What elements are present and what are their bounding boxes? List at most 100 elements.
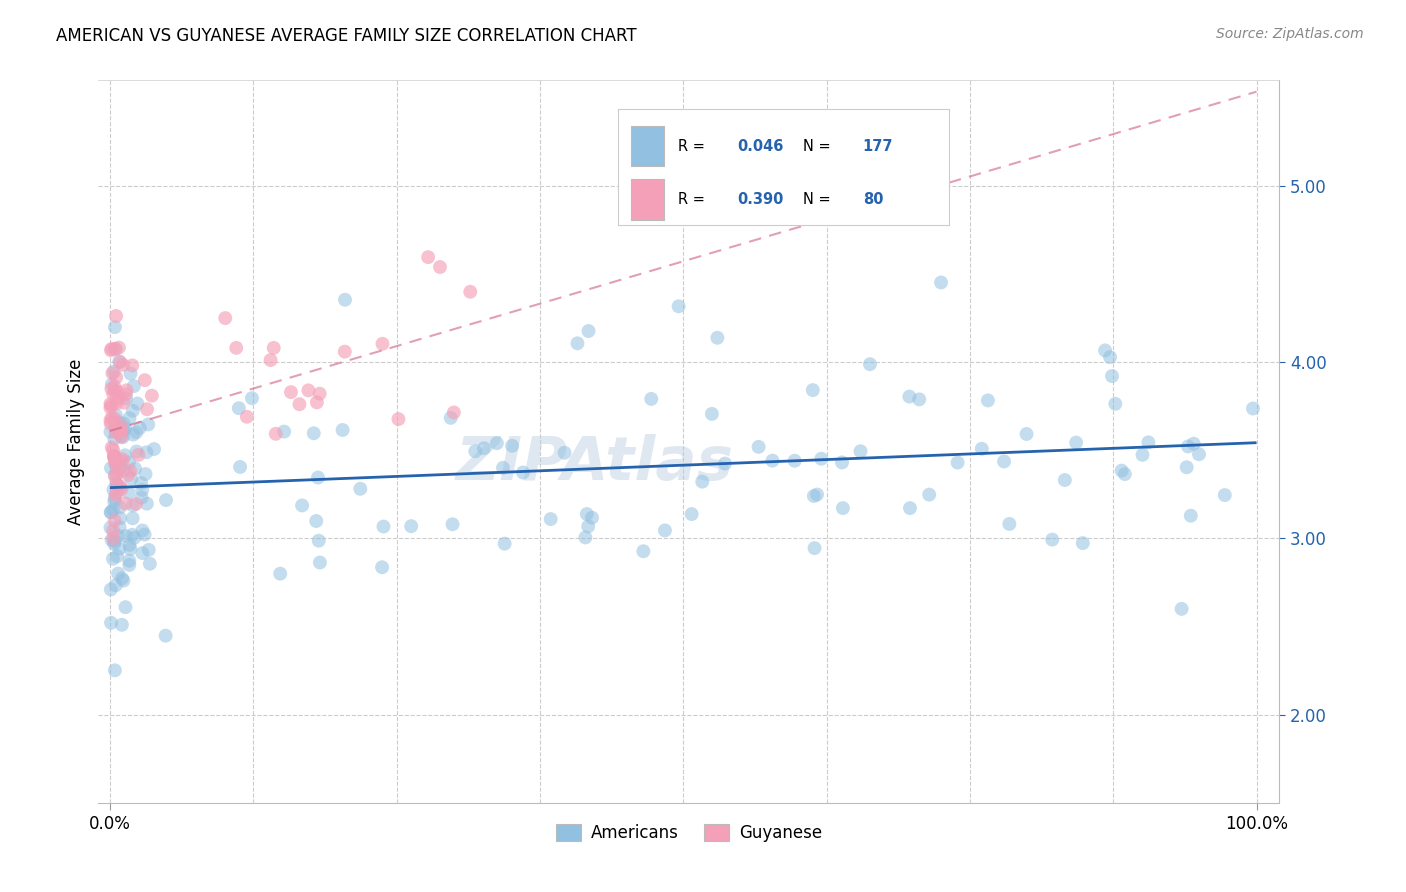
Point <box>118 411 141 425</box>
Point <box>104 469 127 483</box>
Point <box>104 663 127 677</box>
Point <box>1053 473 1076 487</box>
Y-axis label: Average Family Size: Average Family Size <box>66 359 84 524</box>
Point <box>101 551 124 566</box>
Point <box>1137 435 1160 450</box>
Point <box>111 423 134 437</box>
Point <box>101 377 124 392</box>
Point <box>124 531 146 545</box>
Point <box>269 566 291 581</box>
Point <box>104 342 127 356</box>
Point <box>110 480 132 494</box>
Point <box>103 537 125 551</box>
Point <box>103 449 125 463</box>
Point <box>101 442 124 457</box>
Point <box>898 390 921 404</box>
Point <box>110 430 132 444</box>
Point <box>101 502 124 516</box>
Point <box>100 582 122 597</box>
Point <box>578 324 600 338</box>
Point <box>100 343 122 358</box>
Point <box>136 417 159 432</box>
Point <box>783 454 806 468</box>
Point <box>104 419 127 434</box>
Point <box>103 449 125 463</box>
Point <box>803 541 825 555</box>
Point <box>112 574 135 588</box>
Point <box>135 497 157 511</box>
Point <box>581 510 603 524</box>
Point <box>107 424 129 438</box>
Point <box>110 482 132 496</box>
Point <box>849 444 872 458</box>
Point <box>831 455 853 469</box>
Point <box>105 477 128 491</box>
Point <box>308 386 330 401</box>
Point <box>100 342 122 356</box>
Point <box>107 467 129 482</box>
Point <box>100 441 122 455</box>
Point <box>898 501 921 516</box>
Point <box>100 533 122 547</box>
Point <box>458 285 481 299</box>
Point <box>108 341 131 355</box>
Point <box>100 425 122 439</box>
Point <box>118 485 141 500</box>
Point <box>1111 464 1133 478</box>
Point <box>128 421 150 435</box>
Point <box>112 417 135 431</box>
Point <box>714 457 737 471</box>
Point <box>1064 435 1087 450</box>
Point <box>121 499 143 513</box>
Point <box>801 383 824 397</box>
Point <box>305 395 328 409</box>
Point <box>104 342 127 356</box>
Point <box>117 467 139 482</box>
Point <box>108 425 131 439</box>
Point <box>114 600 136 615</box>
Point <box>100 505 122 519</box>
Point <box>105 396 128 410</box>
Point <box>1188 447 1211 461</box>
Point <box>104 491 127 506</box>
Point <box>1015 427 1038 442</box>
Point <box>100 399 122 413</box>
Point <box>918 488 941 502</box>
Point <box>103 379 125 393</box>
Point <box>121 359 143 373</box>
Point <box>259 353 281 368</box>
Point <box>124 461 146 475</box>
Point <box>492 460 515 475</box>
Point <box>440 410 463 425</box>
Point <box>1104 397 1126 411</box>
Point <box>121 403 143 417</box>
Point <box>654 524 676 538</box>
Point <box>103 365 125 379</box>
Point <box>810 451 832 466</box>
Point <box>104 467 127 482</box>
Point <box>308 533 330 548</box>
Point <box>131 483 153 497</box>
Point <box>111 454 134 468</box>
Point <box>103 494 125 508</box>
Point <box>114 496 136 510</box>
Point <box>1175 460 1198 475</box>
Point <box>120 464 142 478</box>
Point <box>131 491 153 505</box>
Point <box>100 382 122 396</box>
Point <box>371 560 394 574</box>
Point <box>100 401 122 415</box>
Point <box>135 445 157 459</box>
Point <box>115 387 138 401</box>
Point <box>110 419 132 434</box>
Point <box>115 384 138 398</box>
Point <box>138 542 160 557</box>
Point <box>125 444 148 458</box>
Point <box>748 440 770 454</box>
Point <box>1180 508 1202 523</box>
Point <box>108 520 131 534</box>
Point <box>111 452 134 467</box>
Point <box>373 519 395 533</box>
Point <box>104 421 127 435</box>
Point <box>105 309 128 323</box>
